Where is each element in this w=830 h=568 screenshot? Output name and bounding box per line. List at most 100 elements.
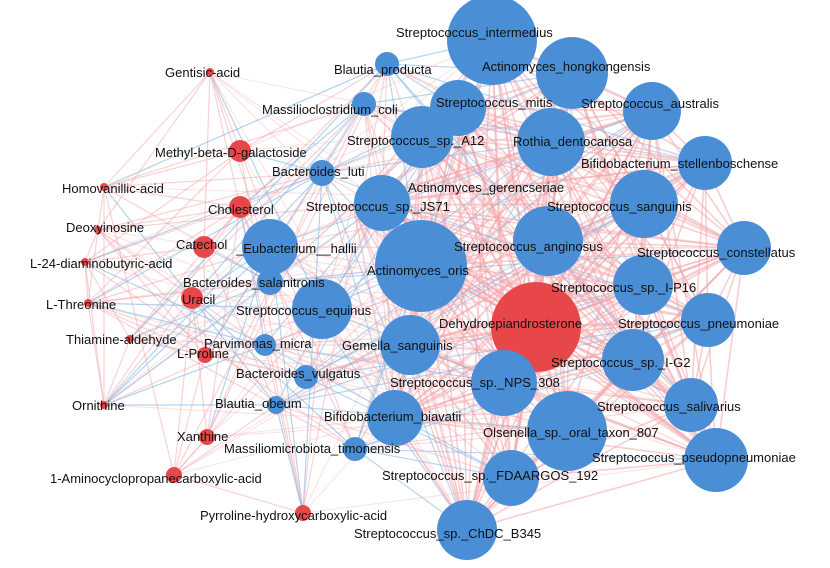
node-b_obeum [267,396,285,414]
edge-s_intermedius-s_ig2 [491,39,634,361]
edge-thiamine_ald-ornithine [103,338,131,406]
edge-b_luti-b_biavatii [321,172,396,419]
edge-l_proline-aminocyclo [173,354,206,476]
node-s_intermedius [447,0,537,85]
label-s_intermedius: Streptococcus_intermedius [396,25,553,40]
edge-deoxyinosine-b_biavatii [97,229,396,419]
edge-methyl_gal-l24 [84,150,241,263]
node-dhea [491,282,581,372]
node-s_a12 [391,106,453,168]
label-a_gerencseriae: Actinomyces_gerencseriae [408,180,564,195]
label-s_anginosus: Streptococcus_anginosus [454,239,603,254]
edge-l_proline-s_nps308 [204,354,505,384]
label-s_pseudopneumoniae: Streptococcus_pseudopneumoniae [592,450,796,465]
node-b_vulgatus [294,365,318,389]
edge-e_hallii-s_constellatus [269,246,745,249]
node-a_gerencseriae [354,175,410,231]
label-e_hallii: _Eubacterium__hallii [235,241,357,256]
edge-b_vulgatus-s_sanguinis [305,203,645,378]
node-methyl_gal [229,140,251,162]
node-s_sanguinis [610,170,678,238]
edge-homovanillic-l_threonine [87,186,105,304]
label-gentisic: Gentisic-acid [165,65,240,80]
label-s_ig2: Streptococcus_sp._I-G2 [551,355,690,370]
edge-b_vulgatus-s_ip16 [305,284,644,378]
node-s_salivarius [664,378,718,432]
edge-cholesterol-l_threonine [87,206,241,304]
edge-methyl_gal-b_luti [239,150,323,174]
edge-pyrroline-s_equinus [302,308,323,514]
node-l24 [81,258,89,266]
label-ornithine: Ornithine [72,398,125,413]
edge-pyrroline-p_micra [264,344,304,514]
edge-l24-g_sanguinis [84,261,411,346]
node-s_ip16 [613,255,673,315]
edge-ornithine-b_luti [103,172,323,406]
label-a_hongkongensis: Actinomyces_hongkongensis [482,59,651,74]
edge-m_timonensis-s_salivarius [354,404,692,450]
label-s_sanguinis: Streptococcus_sanguinis [547,199,692,214]
edge-ornithine-o_807 [103,404,568,432]
node-s_nps308 [471,350,537,416]
node-a_oris [375,220,467,312]
edge-ornithine-s_equinus [103,308,323,406]
edge-b_stellenboschense-s_js71 [352,162,706,206]
label-dhea: Dehydroepiandrosterone [439,316,582,331]
edge-p_micra-s_pneumoniae [264,319,709,346]
edge-gentisic-s_equinus [209,71,323,310]
edge-l_threonine-e_hallii [87,246,271,304]
edge-methyl_gal-homovanillic [103,150,241,188]
node-s_equinus [292,279,352,339]
edge-s_constellatus-s_pseudopneumoniae [715,247,745,461]
label-s_australis: Streptococcus_australis [581,96,720,111]
edge-l24-p_micra [84,261,266,346]
node-g_sanguinis [380,315,440,375]
node-s_fdaargos [483,450,539,506]
edge-homovanillic-b_luti [103,172,323,188]
edge-thiamine_ald-m_coli [129,103,365,340]
edge-aminocyclo-s_equinus [173,308,323,476]
node-aminocyclo [166,467,182,483]
edge-l_threonine-p_micra [87,302,266,346]
label-aminocyclo: 1-Aminocyclopropanecarboxylic-acid [50,471,262,486]
edge-uracil-ornithine [103,297,193,406]
node-l_proline [197,347,213,363]
label-s_mitis: Streptococcus_mitis [436,95,553,110]
label-b_biavatii: Bifidobacterium_biavatii [324,409,461,424]
edge-l24-m_timonensis [84,261,356,450]
edge-thiamine_ald-r_dentocariosa [129,141,552,340]
node-b_producta [375,52,399,76]
node-xanthine [199,429,215,445]
edge-deoxyinosine-l24 [84,229,99,263]
label-s_nps308: Streptococcus_sp._NPS_308 [390,375,560,390]
edge-uracil-xanthine [191,297,208,438]
node-layer [81,0,771,560]
edge-b_salanitronis-s_constellatus [269,247,745,283]
node-s_pseudopneumoniae [684,428,748,492]
edge-pyrroline-b_luti [302,172,323,514]
node-s_anginosus [513,206,583,276]
edge-b_obeum-s_ip16 [275,284,644,406]
label-s_pneumoniae: Streptococcus_pneumoniae [618,316,779,331]
node-ornithine [100,401,108,409]
node-thiamine_ald [126,335,134,343]
edge-homovanillic-b_salanitronis [103,186,271,283]
edge-aminocyclo-b_biavatii [173,417,396,476]
edge-b_vulgatus-s_australis [305,110,653,378]
edge-l_threonine-l_proline [87,302,206,356]
label-m_timonensis: Massiliomicrobiota_timonensis [224,441,401,456]
edge-b_luti-s_australis [321,110,653,174]
label-thiamine_ald: Thiamine-aldehyde [66,332,177,347]
node-l_threonine [84,299,92,307]
label-pyrroline: Pyrroline-hydroxycarboxylic-acid [200,508,387,523]
edge-ornithine-b_salanitronis [103,281,271,406]
label-homovanillic: Homovanillic-acid [62,181,164,196]
label-cholesterol: Cholesterol [208,202,274,217]
node-cholesterol [229,196,251,218]
edge-a_hongkongensis-a_gerencseriae [381,72,573,204]
edge-s_pseudopneumoniae-s_fdaargos [510,459,717,479]
edge-s_constellatus-a_oris [420,247,745,267]
edge-s_pseudopneumoniae-s_chdc [466,459,717,531]
edge-uracil-m_timonensis [191,297,356,450]
